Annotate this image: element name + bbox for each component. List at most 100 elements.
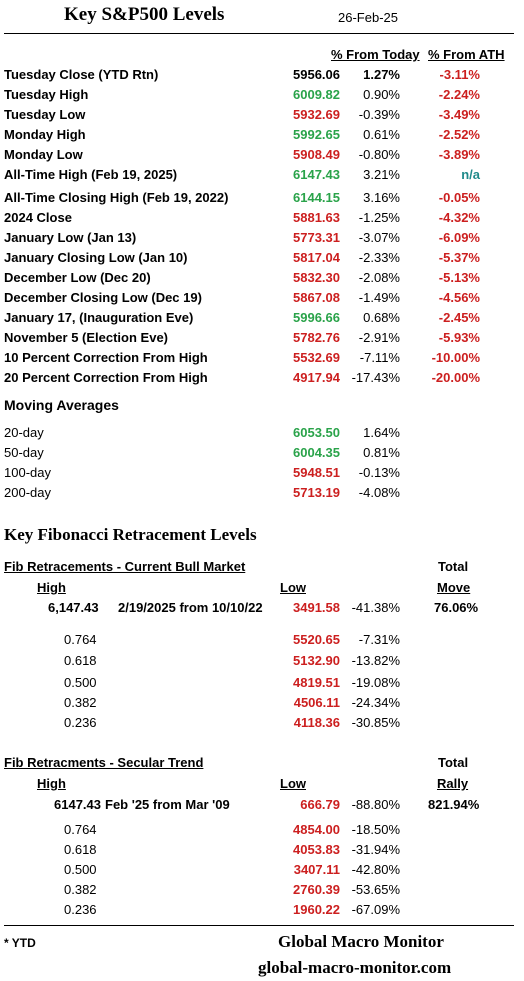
level-row: November 5 (Election Eve) 5782.76 -2.91% -5… (0, 330, 524, 350)
level-value: 5908.49 (293, 147, 340, 162)
fib-ratio: 0.618 (64, 842, 97, 857)
fib-level-value: 5132.90 (293, 653, 340, 668)
moving-average-value: 5948.51 (293, 465, 340, 480)
fib-row: 0.764 4854.00 -18.50% (0, 822, 524, 842)
fib-level-value: 4053.83 (293, 842, 340, 857)
moving-average-label: 50-day (4, 445, 44, 460)
fib-bull-high-header: High (37, 580, 66, 595)
fib-ratio: 0.764 (64, 632, 97, 647)
fib-ratio: 0.236 (64, 715, 97, 730)
fib-row: 0.500 3407.11 -42.80% (0, 862, 524, 882)
level-row: Tuesday Low 5932.69 -0.39% -3.49% (0, 107, 524, 127)
fib-section-title: Key Fibonacci Retracement Levels (4, 525, 257, 544)
level-value: 5773.31 (293, 230, 340, 245)
level-pct-from-today: 3.16% (363, 190, 400, 205)
fib-level-value: 4506.11 (293, 695, 340, 710)
moving-average-label: 100-day (4, 465, 51, 480)
level-pct-from-today: 0.61% (363, 127, 400, 142)
level-pct-from-ath: n/a (461, 167, 480, 182)
fib-ratio: 0.382 (64, 882, 97, 897)
level-pct-from-today: -1.25% (358, 210, 400, 225)
fib-ratio: 0.500 (64, 675, 97, 690)
fib-level-pct: -31.94% (351, 842, 400, 857)
level-row: Tuesday High 6009.82 0.90% -2.24% (0, 87, 524, 107)
fib-level-value: 4118.36 (293, 715, 340, 730)
level-pct-from-ath: -10.00% (431, 350, 480, 365)
moving-average-value: 5713.19 (293, 485, 340, 500)
fib-bull-low-header: Low (280, 580, 306, 595)
moving-average-row: 20-day 6053.50 1.64% (0, 425, 524, 445)
fib-secular-range: Feb '25 from Mar '09 (105, 797, 230, 812)
level-row: 20 Percent Correction From High 4917.94 -1… (0, 370, 524, 390)
level-value: 5867.08 (293, 290, 340, 305)
fib-row: 0.618 4053.83 -31.94% (0, 842, 524, 862)
col-header-from-today: % From Today (331, 47, 420, 62)
level-value: 5992.65 (293, 127, 340, 142)
moving-average-row: 200-day 5713.19 -4.08% (0, 485, 524, 505)
fib-level-value: 5520.65 (293, 632, 340, 647)
level-value: 5996.66 (293, 310, 340, 325)
fib-level-pct: -67.09% (351, 902, 400, 917)
level-row: All-Time High (Feb 19, 2025) 6147.43 3.21%… (0, 167, 524, 187)
level-pct-from-ath: -4.56% (438, 290, 480, 305)
fib-bull-high-value: 6,147.43 (48, 600, 99, 615)
level-pct-from-ath: -0.05% (438, 190, 480, 205)
fib-bull-move-header: Move (437, 580, 471, 595)
level-label: Monday High (4, 127, 86, 142)
fib-ratio: 0.618 (64, 653, 97, 668)
level-row: Monday High 5992.65 0.61% -2.52% (0, 127, 524, 147)
fib-secular-total-header: Total (438, 755, 469, 770)
footer-divider (4, 925, 514, 926)
moving-average-row: 50-day 6004.35 0.81% (0, 445, 524, 465)
fib-secular-high-value: 6147.43 (54, 797, 101, 812)
fib-level-pct: -13.82% (351, 653, 400, 668)
level-value: 5932.69 (293, 107, 340, 122)
level-pct-from-ath: -3.11% (439, 67, 480, 82)
fib-level-value: 2760.39 (293, 882, 340, 897)
level-label: Monday Low (4, 147, 83, 162)
level-pct-from-ath: -6.09% (438, 230, 480, 245)
level-label: 20 Percent Correction From High (4, 370, 208, 385)
level-pct-from-ath: -3.89% (438, 147, 480, 162)
level-value: 5532.69 (293, 350, 340, 365)
level-label: Tuesday Close (YTD Rtn) (4, 67, 159, 82)
moving-average-value: 6004.35 (293, 445, 340, 460)
fib-row: 0.618 5132.90 -13.82% (0, 653, 524, 673)
fib-ratio: 0.382 (64, 695, 97, 710)
fib-row: 0.764 5520.65 -7.31% (0, 632, 524, 652)
fib-ratio: 0.500 (64, 862, 97, 877)
level-label: January Low (Jan 13) (4, 230, 137, 245)
level-pct-from-today: -2.91% (358, 330, 400, 345)
report-date: 26-Feb-25 (338, 10, 398, 25)
moving-average-value: 6053.50 (293, 425, 340, 440)
level-pct-from-ath: -2.45% (438, 310, 480, 325)
level-row: 2024 Close 5881.63 -1.25% -4.32% (0, 210, 524, 230)
level-pct-from-today: -1.49% (358, 290, 400, 305)
fib-level-pct: -53.65% (351, 882, 400, 897)
level-pct-from-ath: -5.93% (438, 330, 480, 345)
level-value: 5881.63 (293, 210, 340, 225)
fib-level-value: 1960.22 (293, 902, 340, 917)
footnote: * YTD (4, 936, 36, 950)
fib-bull-total-header: Total (438, 559, 469, 574)
level-label: All-Time Closing High (Feb 19, 2022) (4, 190, 229, 205)
header-divider (4, 33, 514, 34)
fib-level-value: 3407.11 (293, 862, 340, 877)
level-pct-from-ath: -5.37% (438, 250, 480, 265)
level-pct-from-today: -3.07% (358, 230, 400, 245)
brand-name: Global Macro Monitor (278, 932, 444, 951)
fib-bull-low-value: 3491.58 (293, 600, 340, 615)
fib-secular-low-header: Low (280, 776, 306, 791)
fib-row: 0.500 4819.51 -19.08% (0, 675, 524, 695)
fib-secular-low-value: 666.79 (300, 797, 340, 812)
level-value: 5956.06 (293, 67, 340, 82)
level-pct-from-today: 0.68% (363, 310, 400, 325)
level-pct-from-ath: -3.49% (438, 107, 480, 122)
level-row: January Low (Jan 13) 5773.31 -3.07% -6.09% (0, 230, 524, 250)
fib-level-pct: -42.80% (351, 862, 400, 877)
level-pct-from-today: -2.33% (358, 250, 400, 265)
level-value: 4917.94 (293, 370, 340, 385)
fib-level-pct: -7.31% (358, 632, 400, 647)
level-pct-from-today: 0.90% (363, 87, 400, 102)
level-value: 5817.04 (293, 250, 340, 265)
